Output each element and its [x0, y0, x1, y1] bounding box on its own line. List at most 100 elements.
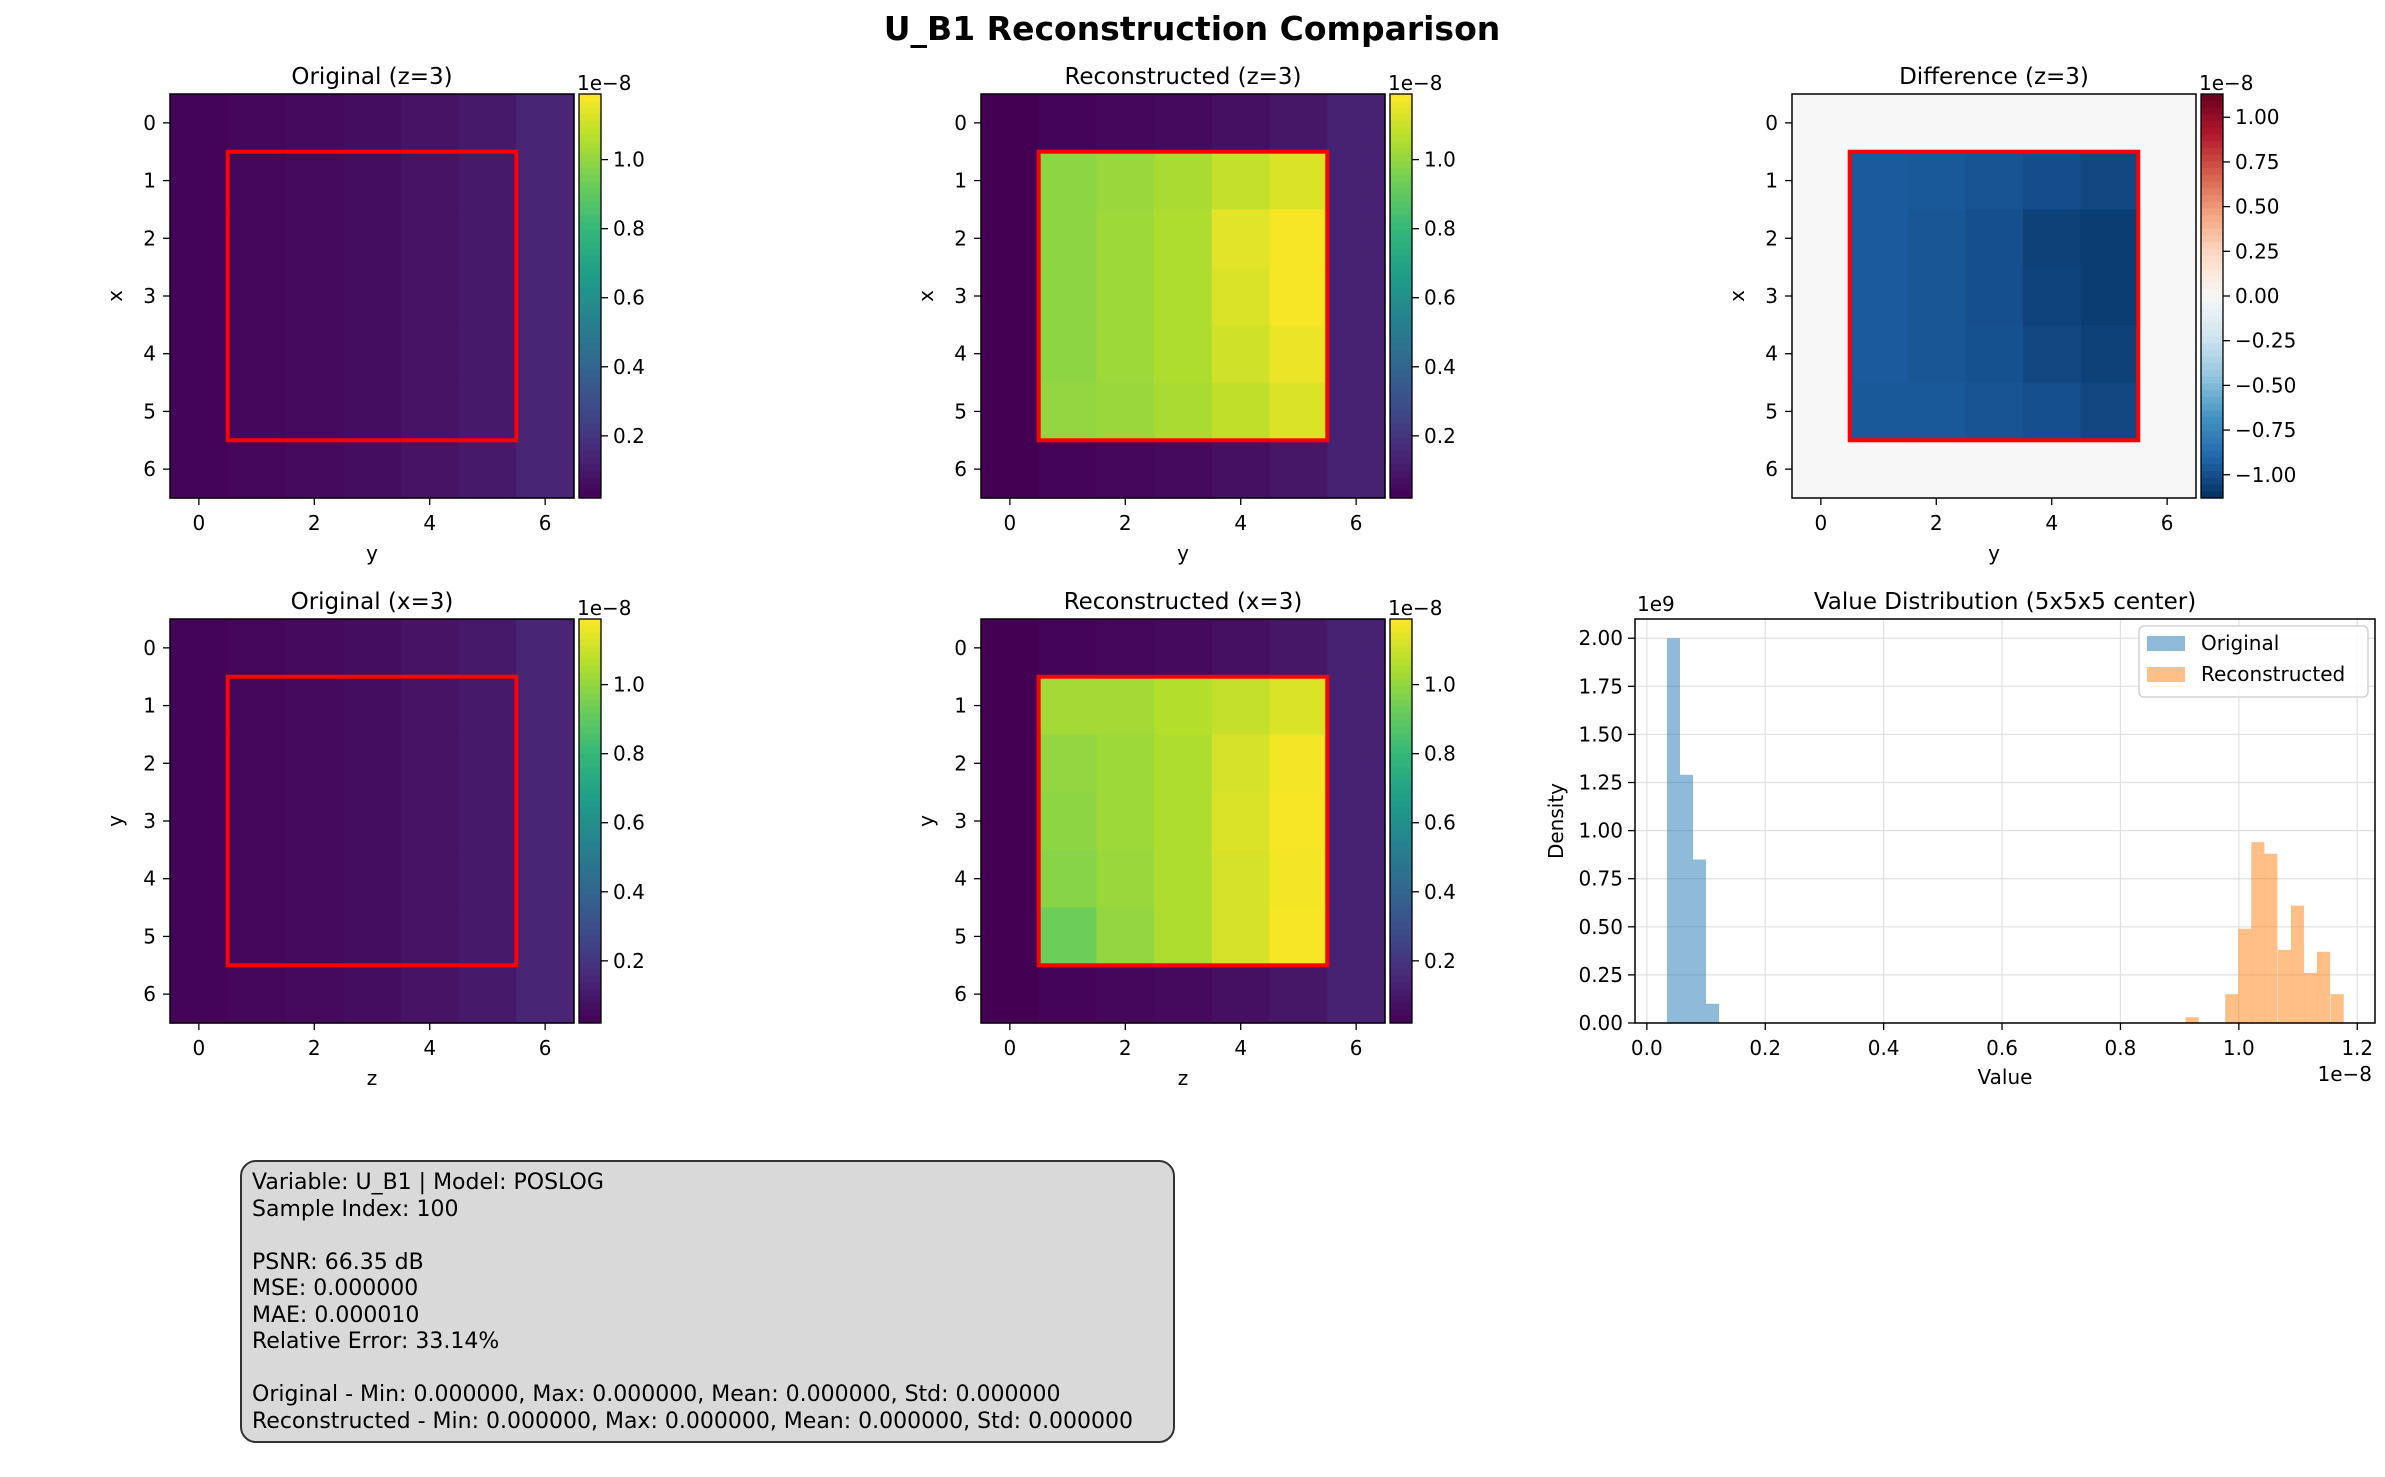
colorbar-segment	[1390, 659, 1412, 667]
colorbar-segment	[579, 901, 601, 910]
heatmap-cell	[1965, 324, 2024, 384]
colorbar-segment	[579, 275, 601, 284]
heatmap-cell	[516, 792, 575, 851]
x-tick-label: 6	[1350, 511, 1363, 535]
colorbar-segment	[579, 397, 601, 405]
info-line: MSE: 0.000000	[252, 1276, 419, 1301]
heatmap-cell	[1096, 676, 1155, 736]
colorbar-segment	[2201, 242, 2223, 250]
y-tick-label: 1.50	[1578, 722, 1623, 746]
colorbar-segment	[579, 652, 601, 660]
colorbar-segment	[1390, 814, 1412, 822]
colorbar-tick-label: 0.2	[1424, 424, 1456, 448]
colorbar-segment	[1390, 908, 1412, 916]
colorbar-tick-label: −0.25	[2235, 329, 2296, 353]
colorbar-segment	[1390, 1009, 1412, 1017]
colorbar-segment	[1390, 773, 1412, 782]
heatmap-cell	[285, 151, 344, 211]
heatmap-cell	[285, 676, 344, 736]
heatmap-cell	[1096, 267, 1155, 326]
colorbar-segment	[1390, 195, 1412, 203]
colorbar-segment	[579, 989, 601, 997]
colorbar-segment	[1390, 491, 1412, 499]
colorbar-segment	[1390, 713, 1412, 721]
heatmap-cell	[981, 382, 1040, 441]
y-tick-label: 1.00	[1578, 819, 1623, 843]
colorbar-tick-label: 0.00	[2235, 284, 2280, 308]
x-tick-label: 1.0	[2223, 1036, 2255, 1060]
colorbar-frame	[1389, 93, 1413, 499]
heatmap-cell	[1269, 792, 1328, 851]
colorbar-segment	[579, 632, 601, 640]
colorbar-segment	[1390, 255, 1412, 263]
heatmap-cell	[170, 94, 229, 153]
heatmap-cell	[2022, 209, 2082, 268]
heatmap-cell	[458, 734, 517, 793]
x-tick-label: 0.0	[1631, 1036, 1663, 1060]
heatmap-panel-orig-z: 0 2 4 6 0 1 2 3 4 5 6 Original (z=3) y x 0.2 0.4 0.6 0.8 1…	[103, 64, 645, 565]
x-tick-label: 6	[1350, 1036, 1363, 1060]
heatmap-cell	[458, 209, 517, 268]
heatmap-cell	[2138, 440, 2197, 499]
colorbar-segment	[579, 787, 601, 795]
y-tick-label: 2	[143, 751, 156, 775]
panels: 0 2 4 6 0 1 2 3 4 5 6 Original (z=3) y x 0.2 0.4 0.6 0.8 1…	[103, 64, 2296, 1090]
colorbar-segment	[579, 255, 601, 263]
heatmap-cell	[1154, 849, 1213, 909]
colorbar-segment	[1390, 316, 1412, 324]
colorbar-segment	[579, 417, 601, 425]
colorbar-segment	[579, 154, 601, 162]
heatmap-cell	[1096, 734, 1155, 793]
colorbar-segment	[579, 827, 601, 836]
y-tick-label: 1	[954, 694, 967, 718]
colorbar-segment	[1390, 982, 1412, 990]
colorbar-tick-label: 0.8	[1424, 217, 1456, 241]
colorbar-segment	[1390, 464, 1412, 472]
colorbar-tick-label: −0.50	[2235, 373, 2296, 397]
colorbar-segment	[1390, 168, 1412, 176]
heatmap-cell	[1907, 267, 1966, 326]
heatmap-cell	[400, 267, 460, 326]
colorbar-segment	[2201, 484, 2223, 492]
colorbar-segment	[1390, 141, 1412, 149]
colorbar-segment	[579, 693, 601, 701]
colorbar-segment	[1390, 430, 1412, 438]
heatmap-cell	[1038, 267, 1098, 326]
colorbar-segment	[579, 208, 601, 216]
heatmap-cell	[285, 907, 344, 966]
center-region-box	[1036, 674, 1330, 968]
colorbar-segment	[579, 221, 601, 230]
colorbar-tick-label: 0.2	[1424, 949, 1456, 973]
colorbar-segment	[1390, 619, 1412, 627]
heatmap-cell	[1154, 209, 1213, 268]
colorbar-tick-label: 0.25	[2235, 239, 2280, 263]
colorbar-segment	[2201, 309, 2223, 317]
heatmap-cell	[1327, 440, 1386, 499]
x-tick-label: 0.2	[1749, 1036, 1781, 1060]
colorbar-segment	[1390, 403, 1412, 412]
colorbar-segment	[1390, 672, 1412, 681]
colorbar-segment	[1390, 753, 1412, 761]
heatmap-cell	[227, 267, 287, 326]
colorbar-exponent: 1e−8	[1388, 596, 1443, 620]
heatmap-cell	[981, 849, 1040, 909]
heatmap-cell	[2138, 382, 2197, 441]
y-axis-label: Density	[1544, 783, 1568, 859]
legend-label: Original	[2201, 631, 2279, 655]
heatmap-cell	[1269, 382, 1328, 441]
legend-swatch-original	[2147, 636, 2185, 651]
center-region-box	[1036, 149, 1330, 443]
heatmap-cell	[1849, 382, 1909, 441]
colorbar-segment	[2201, 457, 2223, 465]
y-axis-label: x	[1725, 290, 1749, 302]
heatmap-cell	[285, 619, 344, 678]
colorbar-segment	[1390, 107, 1412, 115]
colorbar-segment	[1390, 215, 1412, 223]
colorbar-segment	[579, 948, 601, 957]
y-tick-label: 1.25	[1578, 771, 1623, 795]
heatmap-cell	[1211, 324, 1271, 384]
colorbar-segment	[579, 410, 601, 418]
colorbar-segment	[579, 457, 601, 465]
x-exponent: 1e−8	[2317, 1062, 2372, 1086]
colorbar-segment	[579, 114, 601, 122]
